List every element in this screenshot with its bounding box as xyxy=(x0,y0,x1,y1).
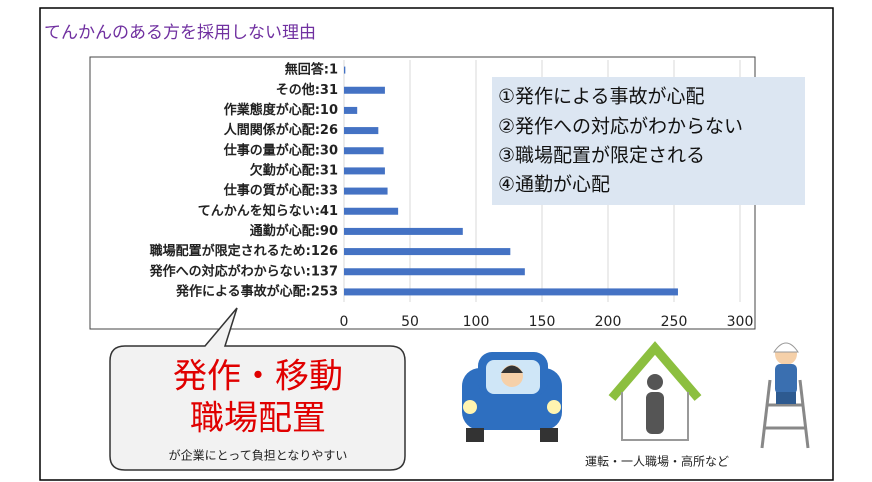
x-tick-label: 0 xyxy=(340,314,349,330)
y-tick-label: 職場配置が限定されるため:126 xyxy=(150,243,338,259)
y-tick-label: 人間関係が心配:26 xyxy=(224,122,338,138)
bar xyxy=(344,288,678,295)
x-tick-label: 250 xyxy=(661,314,688,330)
note: ①発作による事故が心配 xyxy=(498,86,704,108)
bar xyxy=(344,268,525,275)
x-tick-label: 200 xyxy=(595,314,622,330)
callout-line: 発作・移動 xyxy=(173,357,343,397)
callout-line: 職場配置 xyxy=(190,399,326,439)
bar xyxy=(344,67,345,74)
bar xyxy=(344,188,388,195)
note: ④通勤が心配 xyxy=(498,174,610,196)
bar xyxy=(344,228,463,235)
y-tick-label: 仕事の量が心配:30 xyxy=(223,142,338,158)
y-tick-label: 発作による事故が心配:253 xyxy=(175,283,338,299)
bar xyxy=(344,248,510,255)
chart-title: てんかんのある方を採用しない理由 xyxy=(44,23,316,43)
y-tick-label: 仕事の質が心配:33 xyxy=(223,183,338,199)
bar xyxy=(344,107,357,114)
bar xyxy=(344,147,384,154)
y-tick-label: 欠勤が心配:31 xyxy=(250,162,338,178)
callout-sub: が企業にとって負担となりやすい xyxy=(169,448,348,463)
y-tick-label: その他:31 xyxy=(276,82,338,98)
x-tick-label: 150 xyxy=(529,314,556,330)
x-tick-label: 300 xyxy=(727,314,754,330)
x-tick-label: 50 xyxy=(401,314,419,330)
bar xyxy=(344,208,398,215)
note: ②発作への対応がわからない xyxy=(498,116,743,138)
y-tick-label: 無回答:1 xyxy=(285,62,338,78)
bar xyxy=(344,127,378,134)
y-tick-label: 発作への対応がわからない:137 xyxy=(149,263,338,279)
y-tick-label: 作業態度が心配:10 xyxy=(224,102,338,118)
y-tick-label: 通勤が心配:90 xyxy=(250,223,338,239)
note: ③職場配置が限定される xyxy=(498,145,705,167)
x-tick-label: 100 xyxy=(463,314,490,330)
slide: てんかんのある方を採用しない理由 0 50 100 150 200 250 300 無回答:1… xyxy=(0,0,872,482)
bar xyxy=(344,87,385,94)
y-tick-label: てんかんを知らない:41 xyxy=(198,203,338,219)
bar xyxy=(344,167,385,174)
caption: 運転・一人職場・高所など xyxy=(585,454,729,469)
